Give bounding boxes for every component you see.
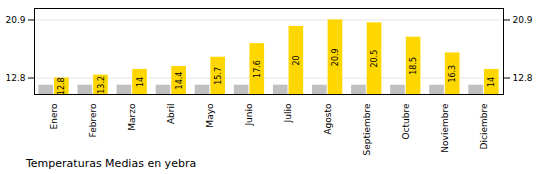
svg-text:Mayo: Mayo (205, 103, 215, 128)
svg-text:20.9: 20.9 (5, 15, 25, 25)
svg-text:16.3: 16.3 (448, 65, 457, 83)
svg-text:Agosto: Agosto (323, 103, 333, 135)
svg-text:20.9: 20.9 (513, 15, 533, 25)
svg-text:14: 14 (487, 77, 496, 87)
svg-text:Julio: Julio (283, 103, 293, 123)
svg-text:Abril: Abril (166, 104, 176, 125)
svg-text:Diciembre: Diciembre (479, 103, 489, 149)
svg-text:17.6: 17.6 (253, 60, 262, 78)
svg-text:15.7: 15.7 (214, 67, 223, 85)
svg-text:Enero: Enero (49, 103, 59, 129)
svg-text:Noviembre: Noviembre (440, 103, 450, 153)
svg-text:20: 20 (292, 55, 301, 65)
svg-text:14: 14 (136, 77, 145, 87)
svg-text:Septiembre: Septiembre (362, 103, 372, 156)
svg-text:18.5: 18.5 (409, 57, 418, 75)
svg-text:12.8: 12.8 (513, 73, 533, 83)
svg-text:Junio: Junio (244, 103, 254, 127)
svg-text:Marzo: Marzo (127, 103, 137, 131)
svg-text:12.8: 12.8 (5, 73, 25, 83)
svg-text:20.9: 20.9 (331, 48, 340, 66)
svg-text:14.4: 14.4 (175, 72, 184, 90)
html-text:Temperaturas Medias en yebra: Temperaturas Medias en yebra (26, 157, 197, 170)
svg-text:13.2: 13.2 (97, 76, 106, 94)
svg-text:Febrero: Febrero (88, 103, 98, 137)
svg-text:Octubre: Octubre (401, 103, 411, 139)
svg-text:12.8: 12.8 (57, 77, 66, 95)
svg-text:20.5: 20.5 (370, 50, 379, 68)
